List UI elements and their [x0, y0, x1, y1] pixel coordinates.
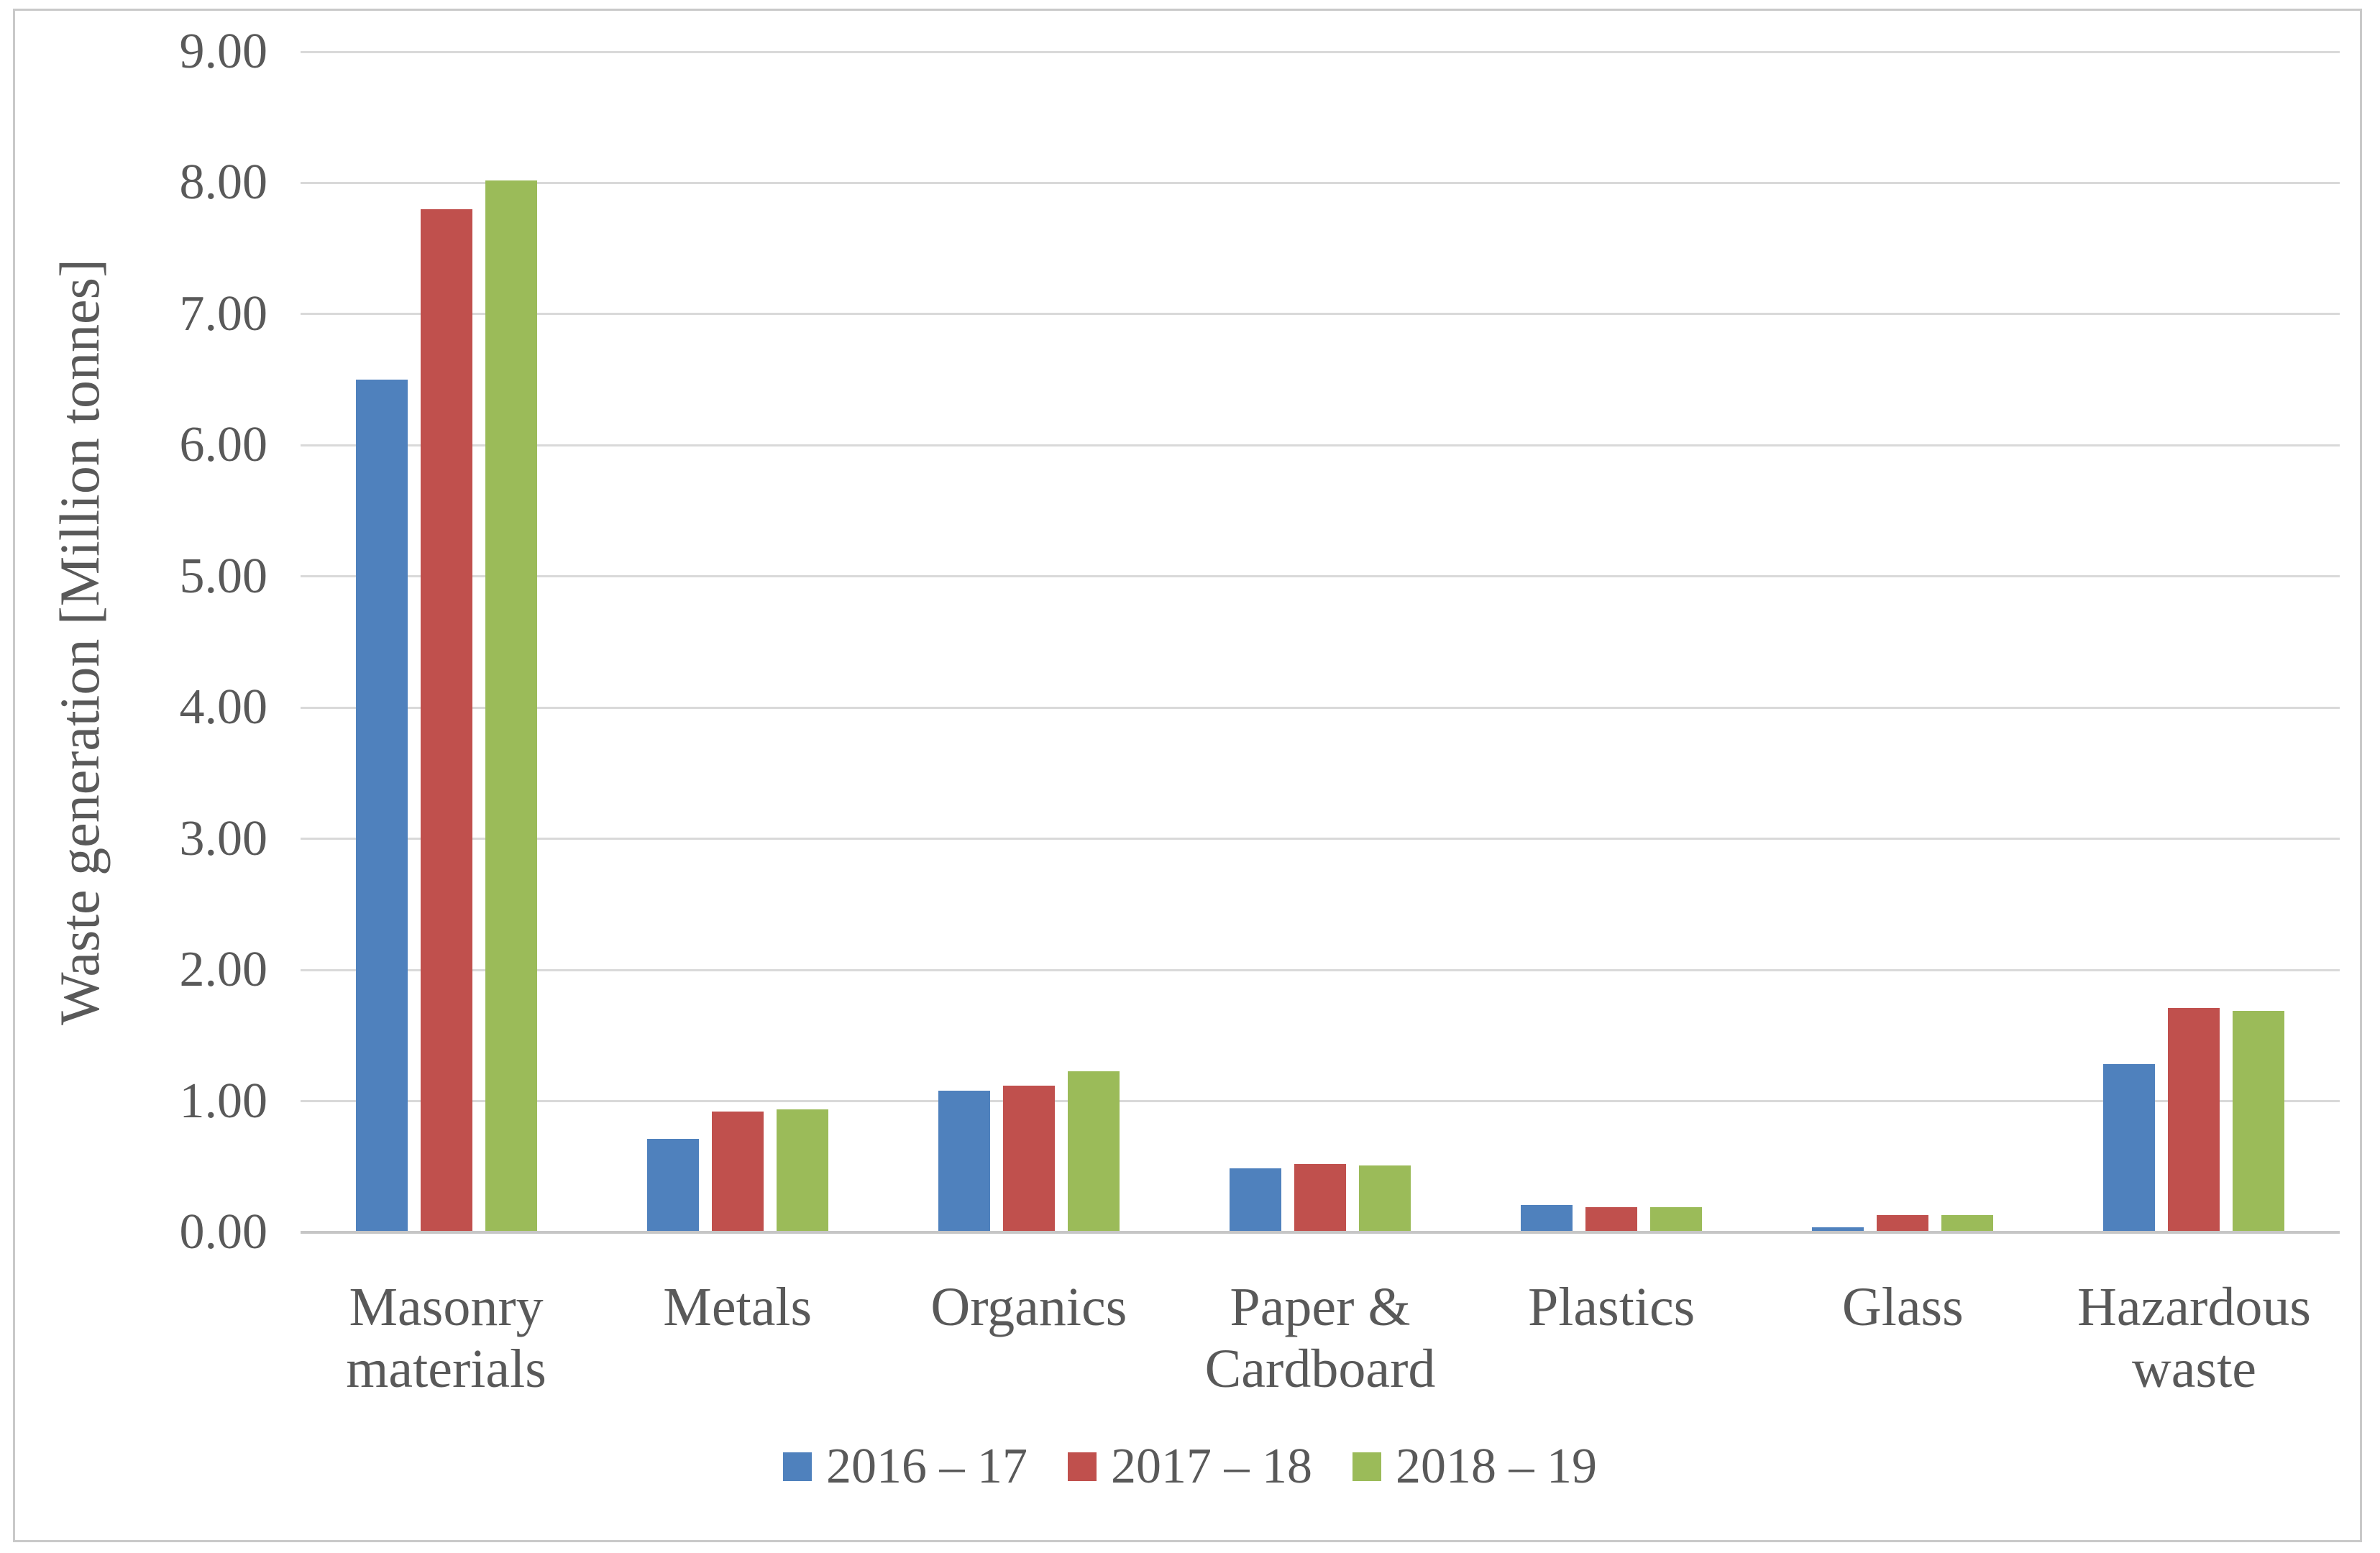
- legend-item-2018-19: 2018 – 19: [1353, 1434, 1597, 1499]
- bar-glass-2017-18: [1877, 1215, 1929, 1232]
- y-tick-6-00: 6.00: [179, 417, 268, 473]
- bar-glass-2018-19: [1941, 1215, 1994, 1232]
- x-axis-label-masonry-materials: Masonry materials: [346, 1277, 546, 1399]
- x-axis-label-organics: Organics: [930, 1277, 1127, 1337]
- y-tick-0-00: 0.00: [179, 1204, 268, 1260]
- legend-swatch-2017-18: [1068, 1452, 1097, 1481]
- y-tick-8-00: 8.00: [179, 155, 268, 211]
- plot-area: [301, 50, 2340, 1234]
- bar-metals-2018-19: [776, 1109, 828, 1232]
- bar-plastics-2016-17: [1521, 1204, 1573, 1232]
- legend-item-2017-18: 2017 – 18: [1068, 1434, 1312, 1499]
- y-tick-2-00: 2.00: [179, 942, 268, 998]
- y-axis-title: Waste generation [Million tonnes]: [48, 259, 111, 1025]
- y-tick-9-00: 9.00: [179, 24, 268, 79]
- gridline: [301, 50, 2340, 53]
- y-tick-1-00: 1.00: [179, 1073, 268, 1129]
- bar-hazardous-waste-2018-19: [2233, 1010, 2285, 1232]
- legend-label-2018-19: 2018 – 19: [1396, 1439, 1597, 1494]
- legend-label-2017-18: 2017 – 18: [1111, 1439, 1312, 1494]
- bar-paper-cardboard-2017-18: [1294, 1164, 1346, 1232]
- y-tick-4-00: 4.00: [179, 679, 268, 736]
- bar-masonry-materials-2016-17: [355, 380, 408, 1232]
- gridline: [301, 313, 2340, 316]
- legend: 2016 – 17 2017 – 18 2018 – 19: [0, 1431, 2380, 1503]
- x-axis-label-metals: Metals: [663, 1277, 813, 1337]
- legend-item-2016-17: 2016 – 17: [783, 1434, 1027, 1499]
- gridline: [301, 575, 2340, 578]
- legend-swatch-2018-19: [1353, 1452, 1381, 1481]
- x-axis-label-glass: Glass: [1841, 1277, 1964, 1337]
- bar-organics-2017-18: [1002, 1085, 1055, 1232]
- gridline: [301, 1100, 2340, 1103]
- legend-label-2016-17: 2016 – 17: [826, 1439, 1027, 1494]
- bar-plastics-2017-18: [1585, 1207, 1638, 1232]
- x-axis-label-hazardous-waste: Hazardous waste: [2077, 1277, 2311, 1399]
- bar-paper-cardboard-2016-17: [1230, 1168, 1281, 1232]
- bar-hazardous-waste-2017-18: [2168, 1008, 2220, 1232]
- gridline: [301, 444, 2340, 446]
- bar-hazardous-waste-2016-17: [2103, 1064, 2156, 1232]
- x-axis-label-paper-cardboard: Paper & Cardboard: [1204, 1277, 1436, 1399]
- x-axis-label-plastics: Plastics: [1528, 1277, 1695, 1337]
- bar-masonry-materials-2018-19: [485, 180, 537, 1232]
- bar-plastics-2018-19: [1650, 1207, 1703, 1232]
- bar-organics-2016-17: [938, 1090, 990, 1232]
- legend-swatch-2016-17: [783, 1452, 812, 1481]
- gridline: [301, 968, 2340, 971]
- bar-metals-2016-17: [646, 1139, 699, 1232]
- bar-masonry-materials-2017-18: [420, 209, 472, 1232]
- x-axis-line: [301, 1231, 2340, 1234]
- y-tick-7-00: 7.00: [179, 285, 268, 342]
- bar-paper-cardboard-2018-19: [1359, 1165, 1411, 1232]
- gridline: [301, 706, 2340, 709]
- bar-metals-2017-18: [711, 1112, 764, 1232]
- y-tick-3-00: 3.00: [179, 810, 268, 866]
- gridline: [301, 838, 2340, 840]
- y-tick-5-00: 5.00: [179, 548, 268, 604]
- bar-glass-2016-17: [1812, 1227, 1864, 1232]
- gridline: [301, 181, 2340, 184]
- bar-organics-2018-19: [1067, 1071, 1120, 1232]
